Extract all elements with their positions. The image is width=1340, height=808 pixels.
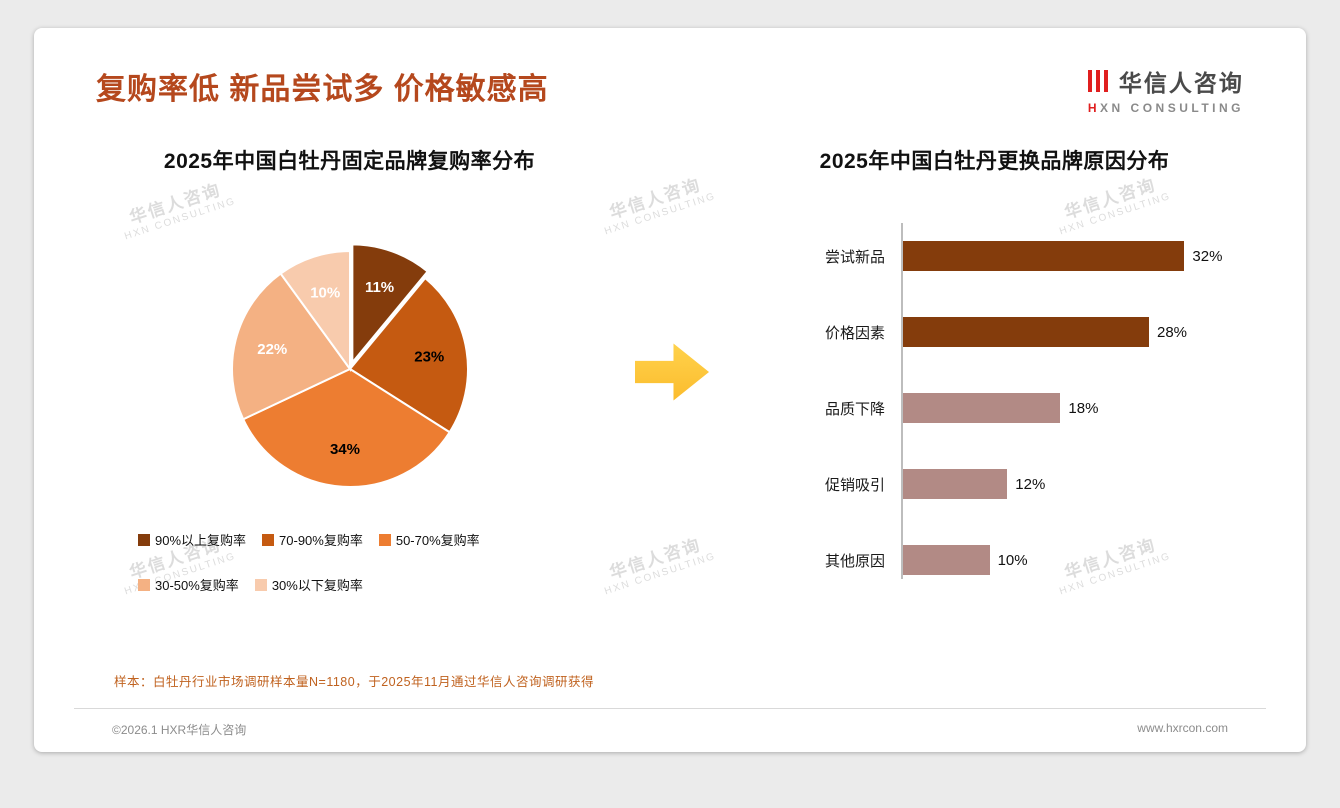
pie-slice	[230, 272, 352, 421]
pie-slice	[278, 249, 351, 373]
bar-chart-axis	[901, 223, 903, 579]
copyright-text: ©2026.1 HXR华信人咨询	[112, 723, 247, 737]
bar-category-label: 促销吸引	[824, 476, 885, 494]
bar-row: 促销吸引 12%	[741, 469, 1248, 499]
legend-swatch	[138, 533, 150, 546]
logo-name-zh: 华信人咨询	[1118, 70, 1244, 96]
bar-value-label: 28%	[1157, 323, 1188, 341]
arrow-right-icon	[635, 343, 709, 401]
bar-value-label: 18%	[1068, 399, 1099, 417]
bar-row: 品质下降 18%	[741, 393, 1248, 423]
content: 2025年中国白牡丹固定品牌复购率分布 11% 23% 34% 22% 10% 90%以…	[34, 115, 1306, 594]
bar-fill	[901, 393, 1061, 423]
pie-slice	[350, 243, 429, 366]
bar-category-label: 价格因素	[824, 324, 885, 342]
bar-category-label: 品质下降	[824, 400, 885, 418]
bar-track: 10%	[901, 545, 1211, 575]
legend-item: 30%以下复购率	[254, 575, 363, 594]
legend-swatch	[262, 533, 275, 546]
bar-track: 12%	[901, 469, 1211, 499]
legend-swatch	[138, 578, 150, 591]
pie-slice-label: 34%	[329, 441, 359, 458]
bar-category-label: 尝试新品	[824, 248, 885, 266]
bar-fill	[901, 241, 1185, 271]
legend-label: 30%以下复购率	[271, 578, 363, 593]
pie-slice	[241, 367, 451, 488]
bar-category-label: 其他原因	[824, 552, 885, 570]
bar-chart-title: 2025年中国白牡丹更换品牌原因分布	[819, 150, 1170, 173]
bar-chart: 尝试新品 32% 价格因素 28% 品质下降 18% 促销吸引 12% 其他原因 10%	[741, 223, 1248, 579]
pie-chart-panel: 2025年中国白牡丹固定品牌复购率分布 11% 23% 34% 22% 10% 90%以…	[92, 141, 607, 594]
bar-row: 尝试新品 32%	[741, 241, 1248, 271]
pie-slice-label: 10%	[310, 285, 340, 302]
bar-track: 28%	[901, 317, 1211, 347]
bar-track: 32%	[901, 241, 1222, 271]
pie-slice-label: 22%	[257, 341, 287, 358]
legend-item: 30-50%复购率	[138, 575, 239, 594]
page-title: 复购率低 新品尝试多 价格敏感高	[96, 73, 549, 106]
company-logo: 华信人咨询 HXN CONSULTING	[1087, 64, 1244, 115]
pie-chart-svg: 11% 23% 34% 22% 10%	[230, 243, 469, 488]
slide-card: 华信人咨询 HXN CONSULTING 华信人咨询 HXN CONSULTING …	[34, 28, 1306, 752]
legend-swatch	[254, 578, 267, 591]
bottom-bar: ©2026.1 HXR华信人咨询 www.hxrcon.com	[74, 708, 1266, 738]
bar-chart-panel: 2025年中国白牡丹更换品牌原因分布 尝试新品 32% 价格因素 28% 品质下降 18%…	[737, 141, 1248, 594]
pie-legend: 90%以上复购率 70-90%复购率 50-70%复购率 30-50%复购率 30%以下…	[138, 530, 568, 594]
logo-icon	[1087, 70, 1112, 92]
bar-value-label: 32%	[1192, 247, 1223, 265]
bar-fill	[901, 317, 1149, 347]
bar-value-label: 12%	[1015, 475, 1046, 493]
header: 复购率低 新品尝试多 价格敏感高 华信人咨询 HXN CONSULTING	[34, 28, 1306, 115]
pie-chart: 11% 23% 34% 22% 10%	[200, 219, 500, 524]
legend-swatch	[378, 533, 391, 546]
legend-label: 70-90%复购率	[279, 533, 363, 548]
website-url: www.hxrcon.com	[1137, 721, 1228, 735]
pie-slice-label: 23%	[414, 348, 444, 365]
sample-note: 样本：白牡丹行业市场调研样本量N=1180，于2025年11月通过华信人咨询调研…	[114, 675, 594, 689]
bar-fill	[901, 469, 1008, 499]
legend-item: 90%以上复购率	[138, 530, 246, 549]
pie-chart-title: 2025年中国白牡丹固定品牌复购率分布	[163, 150, 536, 173]
bar-fill	[901, 545, 990, 575]
legend-label: 30-50%复购率	[155, 578, 239, 593]
pie-slice-label: 11%	[364, 279, 393, 296]
bar-value-label: 10%	[997, 551, 1028, 569]
bar-row: 价格因素 28%	[741, 317, 1248, 347]
legend-label: 50-70%复购率	[395, 533, 480, 548]
bar-track: 18%	[901, 393, 1211, 423]
arrow-column	[607, 141, 737, 594]
pie-slice	[348, 276, 469, 434]
logo-name-en: HXN CONSULTING	[1087, 101, 1244, 115]
bar-row: 其他原因 10%	[741, 545, 1248, 575]
legend-label: 90%以上复购率	[155, 533, 247, 548]
legend-item: 50-70%复购率	[378, 530, 480, 549]
legend-item: 70-90%复购率	[262, 530, 363, 549]
